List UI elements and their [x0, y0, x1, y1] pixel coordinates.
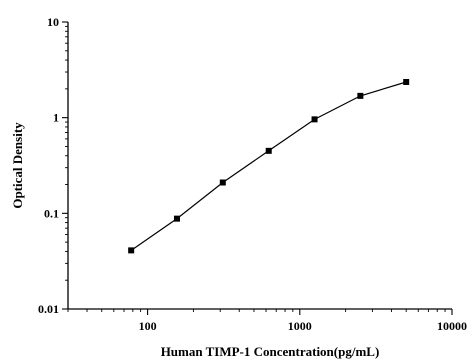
y-tick-label: 0.1 [44, 206, 59, 220]
y-axis-title: Optical Density [10, 122, 25, 209]
x-tick-label: 10000 [437, 319, 467, 333]
data-point-marker [128, 247, 135, 254]
series-layer [128, 78, 410, 254]
data-point-marker [403, 78, 410, 85]
data-point-marker [265, 147, 272, 154]
data-point-marker [311, 116, 318, 123]
y-tick-label: 1 [53, 111, 59, 125]
series-line [130, 81, 407, 251]
x-axis-title: Human TIMP-1 Concentration(pg/mL) [161, 344, 380, 359]
plot-area [67, 22, 452, 310]
x-axis-ticks: 100 1000 10000 [67, 309, 467, 333]
y-axis-ticks: 0.01 0.1 1 10 [38, 15, 68, 316]
y-tick-label: 10 [47, 15, 59, 29]
x-tick-label: 100 [139, 319, 157, 333]
data-point-marker [219, 179, 226, 186]
data-point-marker [357, 92, 364, 99]
data-point-marker [173, 215, 180, 222]
x-tick-label: 1000 [288, 319, 312, 333]
y-tick-label: 0.01 [38, 302, 59, 316]
